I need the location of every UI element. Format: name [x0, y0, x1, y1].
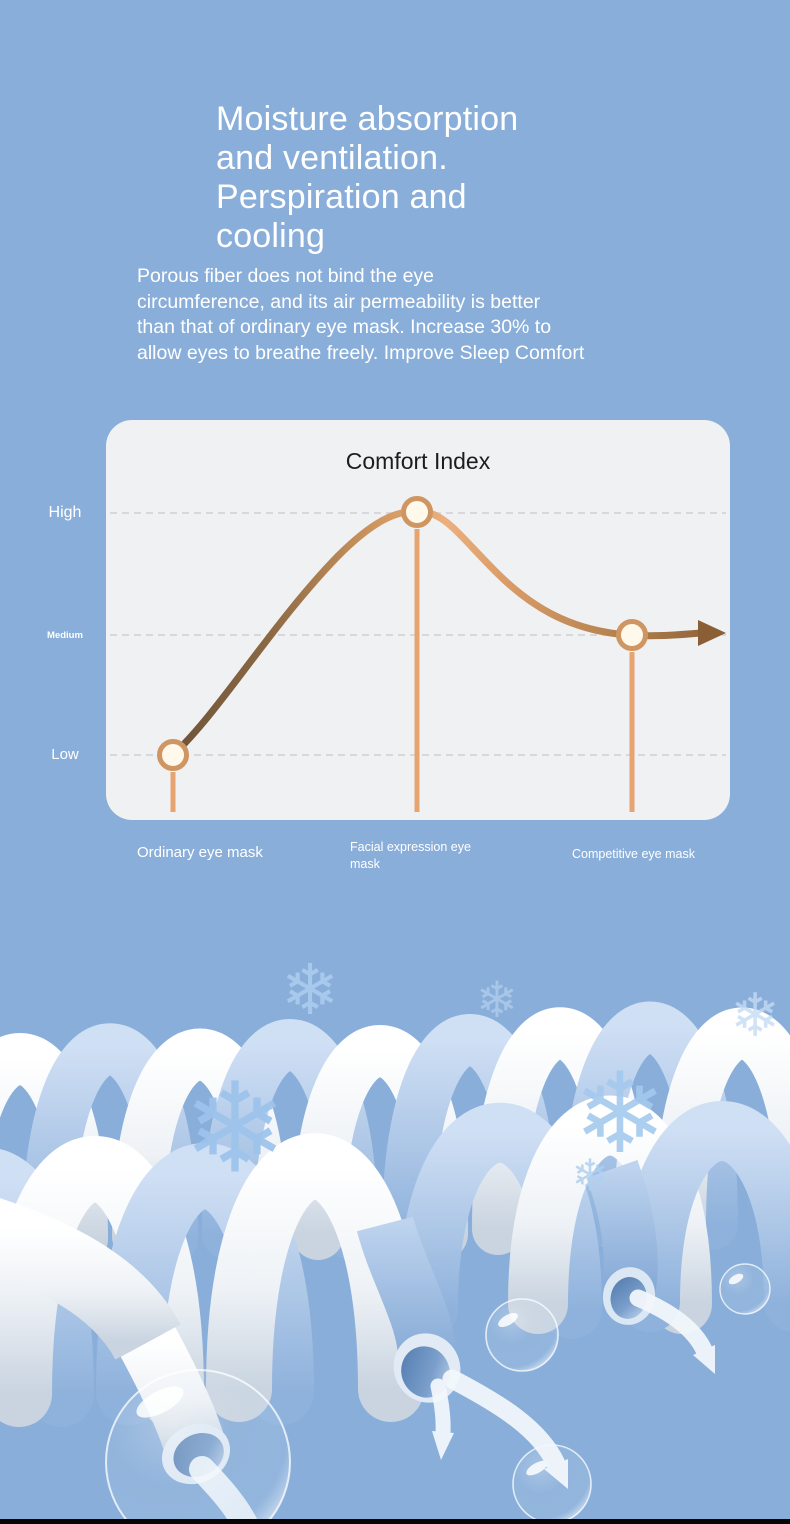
airflow-arrow-icon: [430, 1378, 454, 1460]
y-axis-label-medium: Medium: [47, 630, 83, 641]
snowflakes: ❄ ❄ ❄ ❄ ❄ ❄: [183, 949, 781, 1202]
x-axis-label-ordinary: Ordinary eye mask: [137, 844, 263, 861]
tube-mouth: [602, 1267, 656, 1325]
description-line: allow eyes to breathe freely. Improve Sl…: [137, 341, 585, 364]
comfort-index-chart: [110, 496, 726, 812]
description-line: circumference, and its air permeability …: [137, 290, 541, 313]
x-axis-label-facial: Facial expression eye mask: [350, 840, 471, 871]
title-line: Moisture absorption: [216, 100, 519, 138]
fiber-tube-left: [0, 1198, 181, 1361]
snowflake-icon: ❄: [730, 981, 780, 1051]
data-point-ordinary: [157, 739, 189, 771]
y-axis-label-low: Low: [51, 746, 79, 763]
snowflake-icon: ❄: [281, 949, 340, 1031]
chart-title: Comfort Index: [345, 448, 491, 474]
y-axis-label-high: High: [48, 504, 82, 521]
bubbles: [105, 1263, 771, 1524]
title-line: cooling: [216, 217, 326, 255]
airflow-arrows: [430, 1289, 715, 1489]
fiber-loop: [620, 1101, 790, 1332]
snowflake-icon: ❄: [572, 1151, 609, 1202]
page-title: Moisture absorption and ventilation. Per…: [216, 100, 518, 256]
comfort-index-card: Comfort Index: [106, 420, 730, 820]
x-axis-label-competitive: Competitive eye mask: [572, 847, 695, 861]
title-line: and ventilation.: [216, 139, 448, 177]
airflow-arrow-icon: [629, 1289, 715, 1374]
bubble: [485, 1298, 559, 1372]
snowflake-icon: ❄: [183, 1057, 288, 1202]
fiber-illustration: ❄ ❄ ❄ ❄ ❄ ❄: [0, 949, 790, 1524]
bottom-bar: [0, 1519, 790, 1524]
snowflake-icon: ❄: [476, 971, 518, 1029]
snowflake-icon: ❄: [573, 1049, 667, 1179]
data-point-competitive: [616, 619, 648, 651]
fiber-weave-front-right: [398, 1095, 790, 1339]
description-line: Porous fiber does not bind the eye: [137, 265, 435, 287]
title-line: Perspiration and: [216, 178, 467, 216]
airflow-arrow-icon: [442, 1369, 568, 1489]
bubble: [719, 1263, 771, 1315]
curve-arrow-right-icon: [698, 620, 726, 646]
bubble: [105, 1369, 291, 1524]
description-line: than that of ordinary eye mask. Increase…: [137, 316, 552, 338]
page-description: Porous fiber does not bind the eye circu…: [137, 264, 584, 366]
data-point-facial: [401, 496, 433, 528]
